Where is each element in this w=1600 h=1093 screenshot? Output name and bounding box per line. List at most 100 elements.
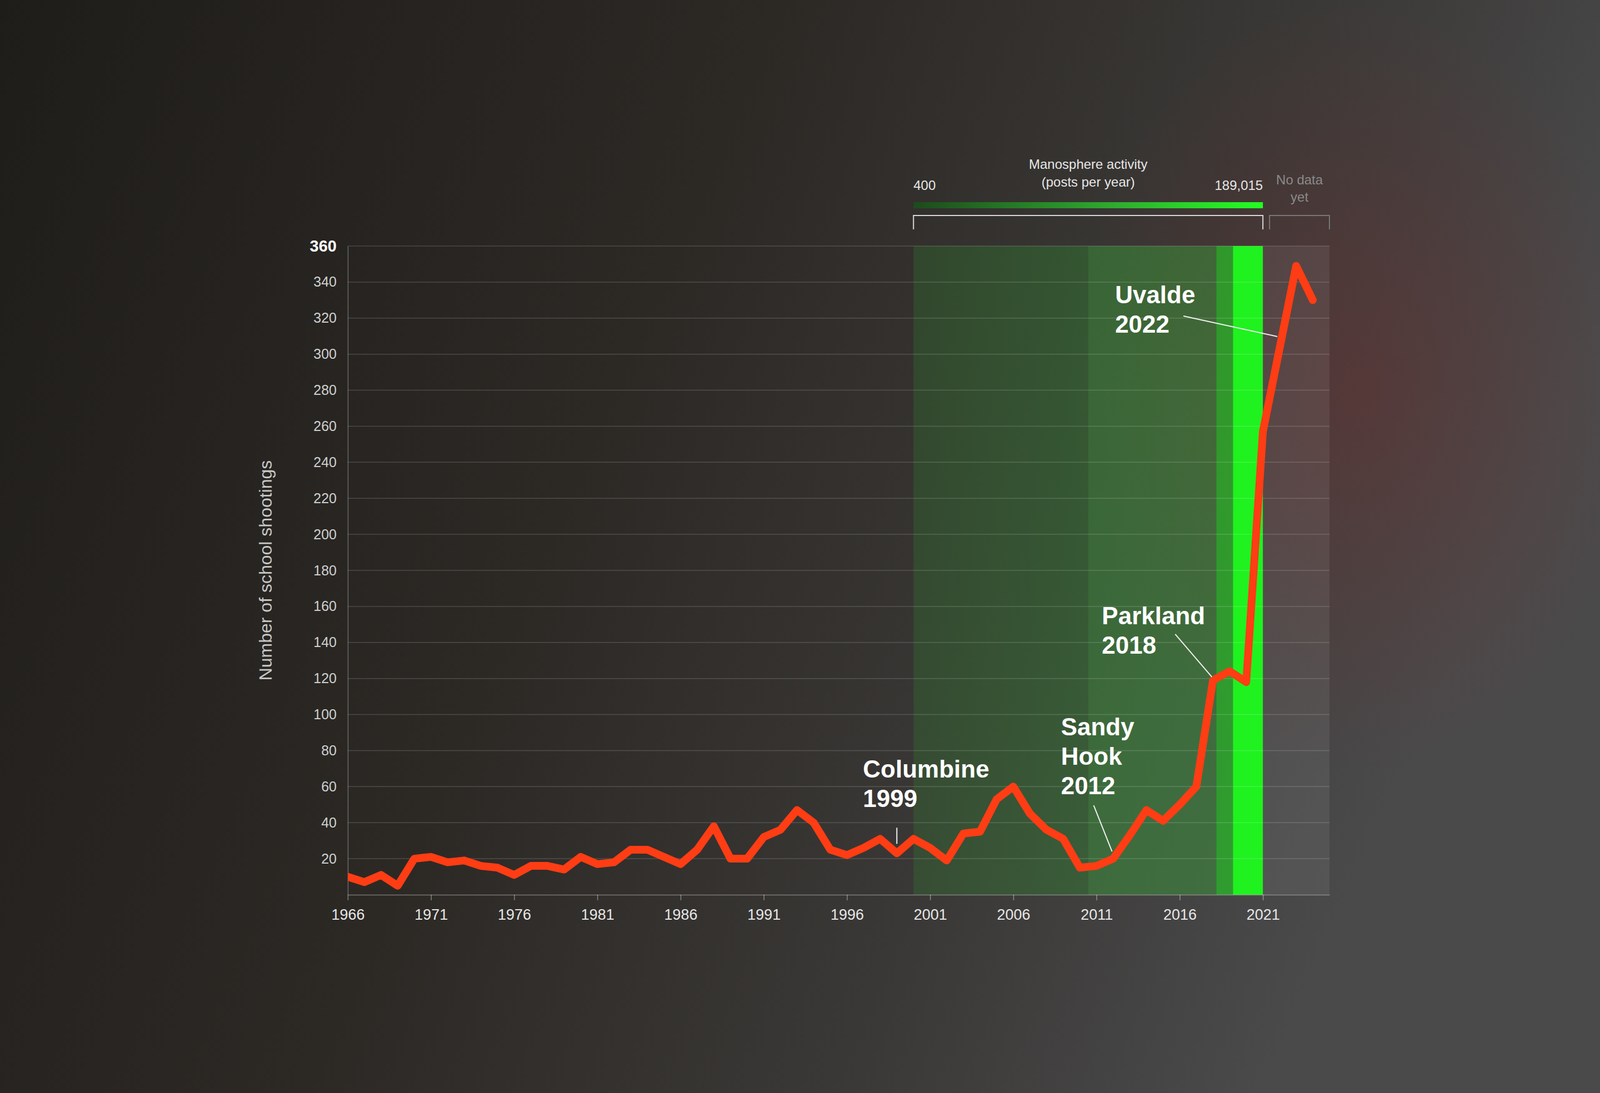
x-tick-mark [930,895,932,901]
grid-line [347,533,1330,535]
grid-line [347,714,1330,716]
y-tick-label: 140 [313,634,337,650]
x-tick: 2001 [913,895,948,924]
y-tick: 80 [321,742,348,759]
x-tick-mark [680,895,682,901]
y-tick-label: 200 [313,526,337,543]
x-tick: 1971 [414,895,448,924]
y-tick: 360 [310,237,348,255]
y-tick-label: 100 [313,706,337,723]
y-tick-label: 40 [321,815,337,831]
y-tick: 220 [313,490,348,507]
grid-line [347,497,1330,499]
y-tick: 180 [313,562,348,579]
grid [347,246,1330,859]
y-tick-label: 60 [321,778,337,795]
annotation-label: Columbine [862,755,989,783]
grid-line [347,858,1330,860]
no-data-bracket [1269,215,1330,230]
y-tick-label: 180 [313,562,337,579]
grid-line [347,317,1330,319]
activity-title: (posts per year) [1041,174,1135,190]
x-tick-label: 2011 [1080,906,1113,924]
leader-line [896,827,898,844]
annotation-label: Hook [1061,742,1123,770]
no-data-label: No data [1276,172,1324,188]
grid-line [347,786,1330,788]
y-axis-title: Number of school shootings [255,460,276,682]
y-tick: 140 [313,634,348,650]
x-tick-label: 1996 [830,906,864,924]
y-tick: 160 [313,598,348,614]
y-tick: 120 [313,670,348,687]
no-data-label: yet [1290,189,1309,205]
x-tick-mark [1096,895,1098,901]
y-tick-label: 240 [313,454,337,470]
x-tick: 1966 [331,895,365,924]
leader-line [1175,634,1212,678]
x-tick-mark [846,895,848,901]
x-tick: 1976 [497,895,532,924]
grid-line [347,570,1330,572]
x-tick-mark [347,895,349,901]
y-tick: 260 [313,418,348,434]
shootings-line [347,266,1313,887]
x-tick: 2006 [996,895,1030,924]
annotation-label: 2018 [1101,631,1157,659]
x-tick-mark [513,895,515,901]
x-tick: 1981 [581,895,615,924]
y-tick: 320 [313,310,348,326]
x-tick-mark [1262,895,1264,901]
annotation-label: 2012 [1061,772,1116,800]
y-tick: 240 [313,454,348,470]
grid-line [347,750,1330,752]
x-tick-mark [430,895,432,901]
activity-low-label: 400 [913,177,936,193]
no-data-legend: No datayet [1269,172,1330,230]
series [347,266,1313,887]
x-tick: 2016 [1163,895,1197,924]
y-tick-label: 320 [313,310,337,326]
x-tick: 1991 [747,895,781,924]
y-tick-label: 300 [313,346,337,362]
annotation-label: 2022 [1115,310,1170,338]
leader-line [1093,805,1113,852]
y-tick: 40 [321,815,348,831]
manosphere-legend: 400 189,015 Manosphere activity (posts per … [913,156,1263,230]
grid-line [347,462,1330,464]
x-tick-label: 2021 [1246,906,1280,924]
y-tick-label: 220 [313,490,337,507]
y-tick: 340 [313,273,348,290]
activity-bar [913,202,1263,209]
y-tick-label: 340 [313,273,337,290]
x-tick-label: 1976 [497,906,532,924]
x-tick: 1986 [663,895,698,924]
annotation-label: Parkland [1101,602,1205,630]
activity-high-label: 189,015 [1214,177,1263,193]
grid-line [347,426,1330,428]
y-tick: 100 [313,706,348,723]
x-tick-label: 2001 [913,906,948,924]
grid-line [347,678,1330,680]
y-tick-label: 360 [310,237,337,255]
activity-title: Manosphere activity [1028,156,1148,172]
x-tick-label: 2016 [1163,906,1197,924]
annotations: Columbine1999SandyHook2012Parkland2018Uv… [862,281,1278,852]
annotation-label: Sandy [1061,713,1135,741]
x-tick-label: 1971 [414,906,448,924]
y-tick: 280 [313,382,348,398]
y-tick-label: 280 [313,382,337,398]
y-tick-label: 120 [313,670,337,687]
grid-line [347,245,1330,247]
x-tick-mark [1179,895,1181,901]
x-tick-label: 1981 [581,906,615,924]
x-tick-label: 1991 [747,906,781,924]
x-tick-label: 2006 [996,906,1030,924]
y-tick: 300 [313,346,348,362]
y-axis: 2040608010012014016018020022024026028030… [310,237,349,896]
bracket [913,215,1263,230]
y-tick-label: 260 [313,418,337,434]
grid-line [347,390,1330,392]
x-tick-label: 1986 [663,906,698,924]
x-tick: 2011 [1080,895,1113,924]
